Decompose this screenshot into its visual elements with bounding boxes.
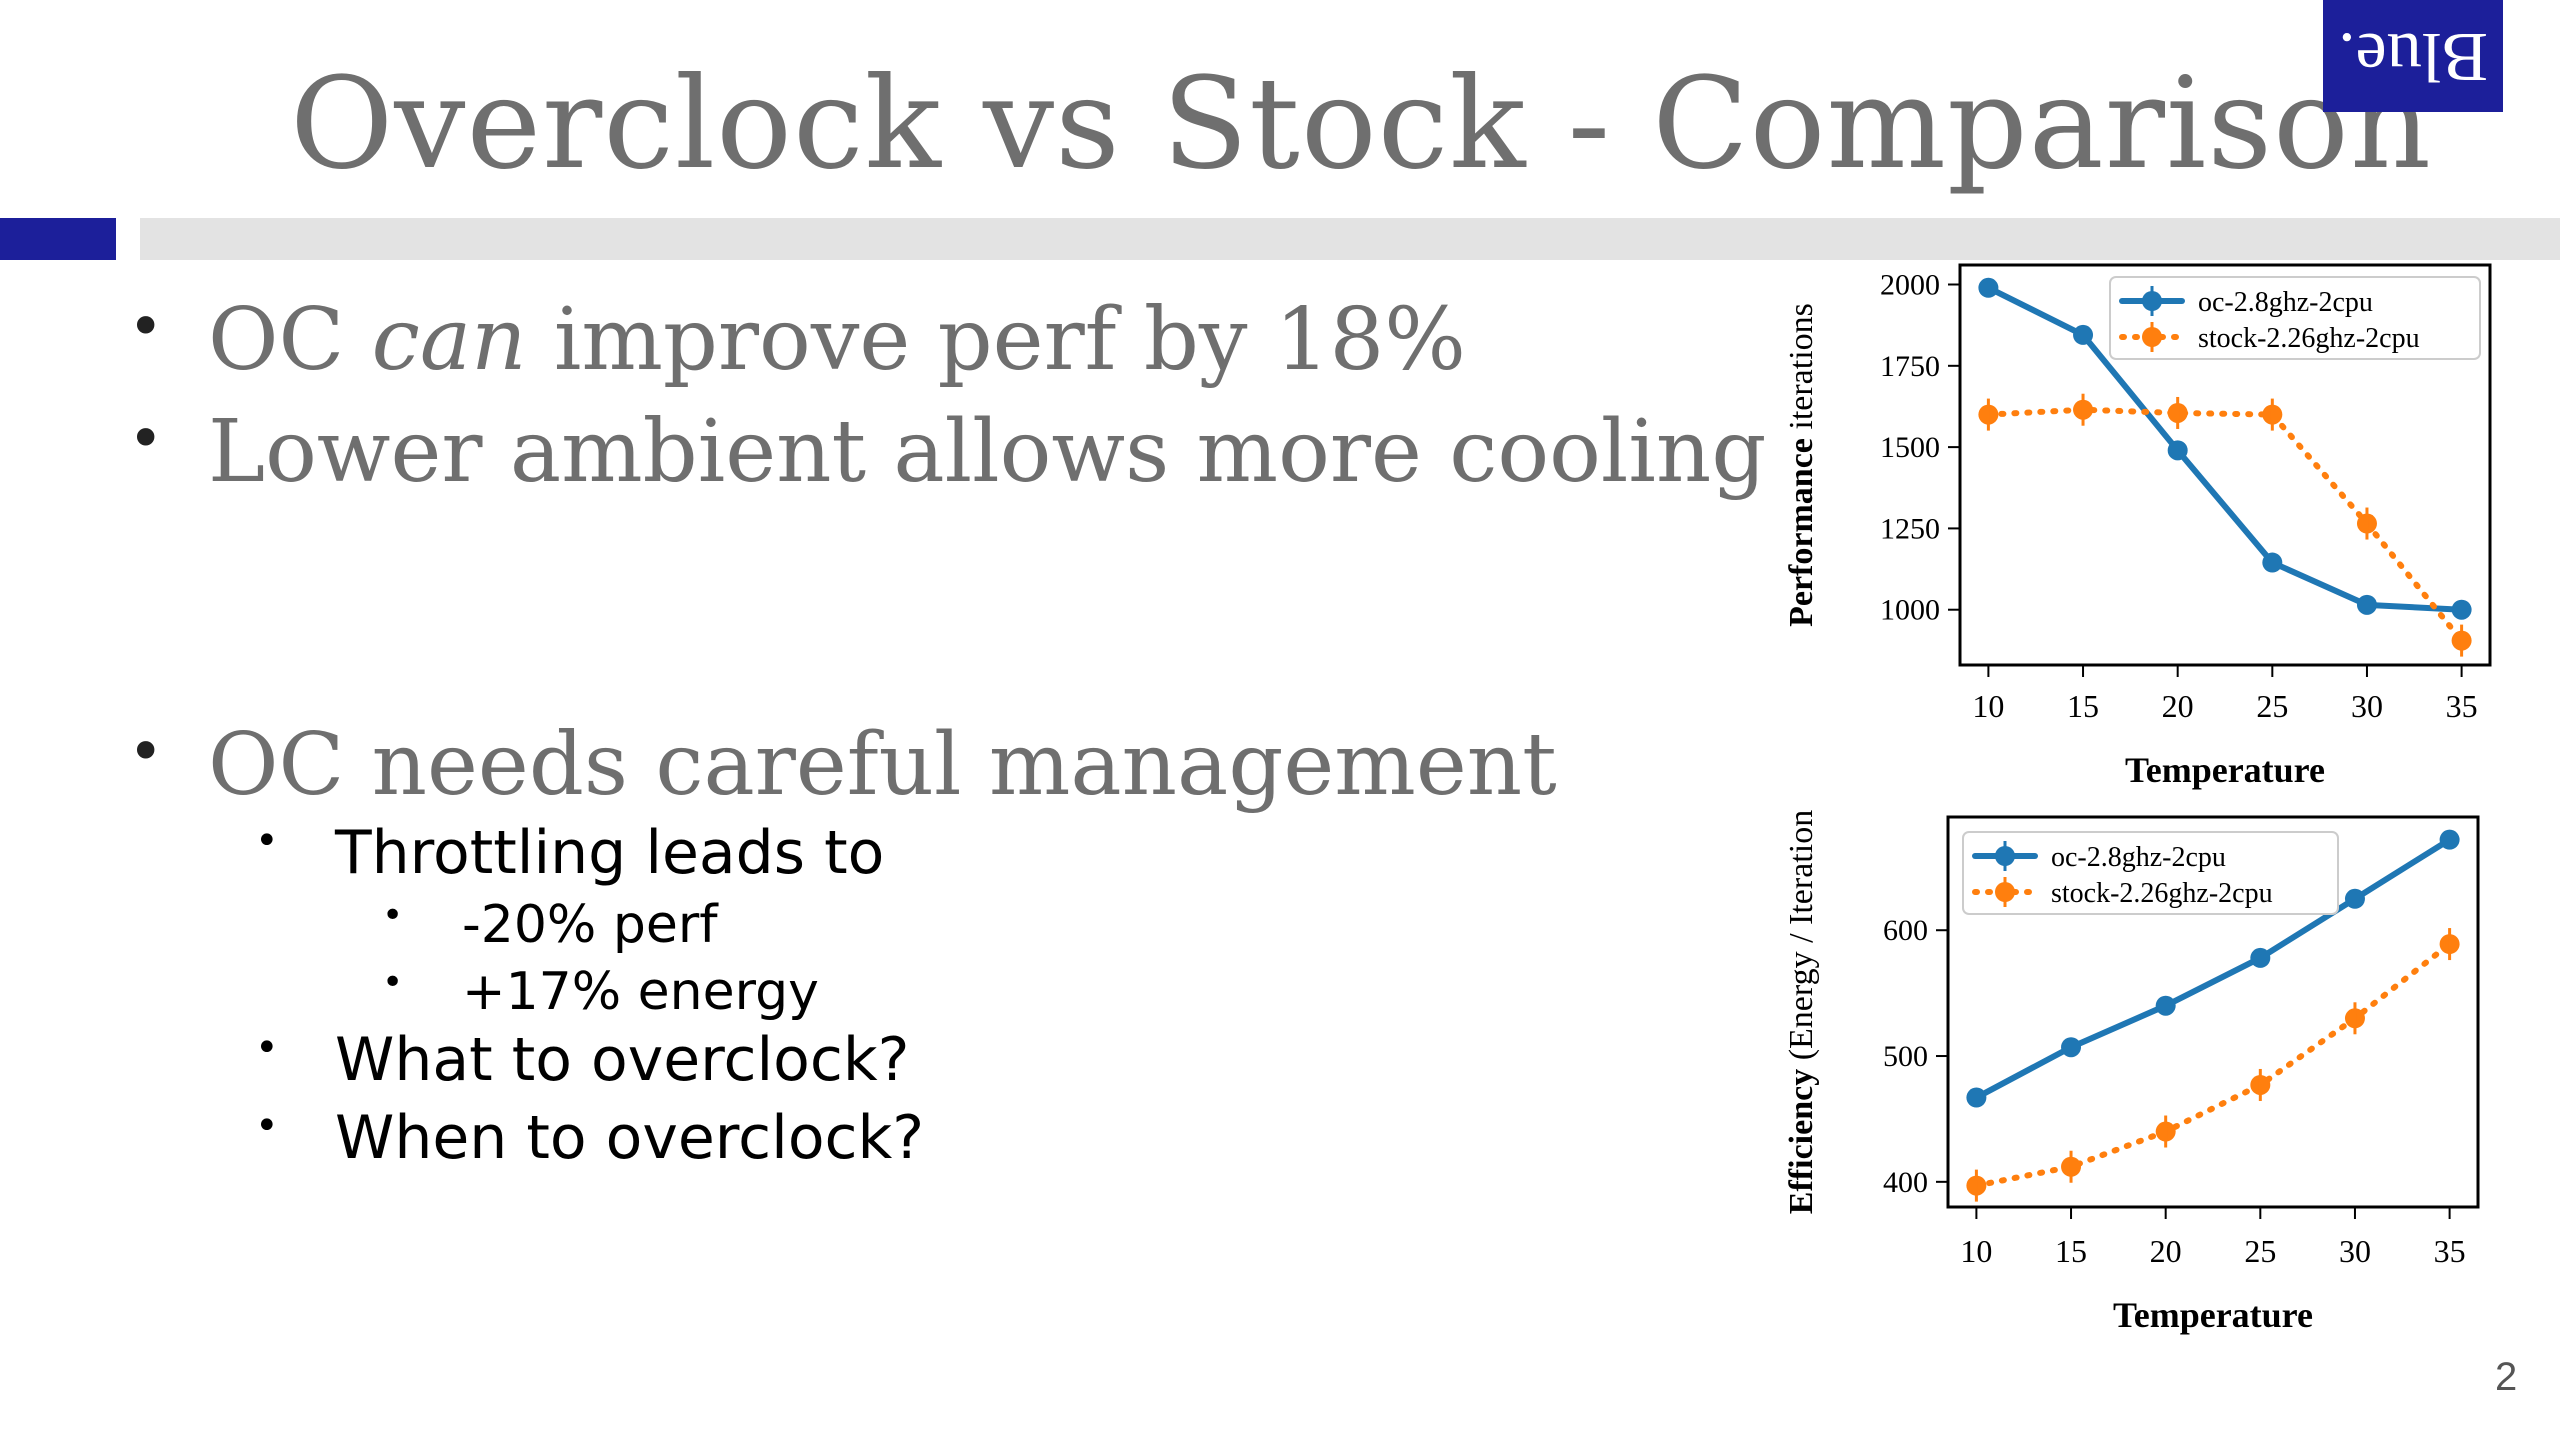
data-point (2155, 995, 2176, 1016)
performance-chart: 10 15 20 25 30 35 1000 1250 1500 1750 2000 Temperat… (1783, 263, 2492, 790)
bullet-throttling: • Throttling leads to (255, 818, 885, 888)
y-tick-label: 500 (1883, 1040, 1928, 1073)
bullet-dot: • (128, 717, 164, 787)
x-tick-label: 25 (2244, 1233, 2276, 1269)
bullet-lower-ambient: • Lower ambient allows more cooling (128, 402, 1767, 502)
efficiency-chart: 10 15 20 25 30 35 400 500 600 Temperature Efficien… (1783, 810, 2480, 1335)
y-tick-label: 1000 (1880, 594, 1940, 627)
data-point (1978, 277, 1999, 298)
bullet-text: Lower ambient allows more cooling (208, 402, 1767, 502)
slide-title: Overclock vs Stock - Comparison (290, 50, 2432, 197)
page-number: 2 (2495, 1355, 2518, 1399)
legend-label: stock-2.26ghz-2cpu (2198, 323, 2420, 354)
bullet-text: +17% energy (462, 962, 819, 1022)
legend-label: stock-2.26ghz-2cpu (2051, 878, 2273, 909)
brand-logo: Blue. (2323, 0, 2503, 112)
x-tick-label: 20 (2150, 1233, 2182, 1269)
y-tick-label: 600 (1883, 914, 1928, 947)
x-tick-label: 15 (2055, 1233, 2087, 1269)
bullet-text: -20% perf (462, 895, 718, 955)
bullet-dot: • (382, 962, 404, 1003)
legend-label: oc-2.8ghz-2cpu (2198, 287, 2373, 318)
bullet-text: When to overclock? (335, 1103, 925, 1173)
bullet-oc-can-improve: • OC can improve perf by 18% (128, 290, 1466, 390)
x-axis-label: Temperature (2113, 1295, 2313, 1335)
bullet-when-to-overclock: • When to overclock? (255, 1103, 925, 1173)
y-axis-label-normal: (Energy / Iteration (1783, 810, 1820, 1069)
legend-box (1962, 831, 2339, 915)
plot-frame (1958, 263, 2492, 667)
y-tick-label: 1500 (1880, 431, 1940, 464)
bullet-text-post: improve perf by 18% (526, 290, 1466, 390)
data-point (2250, 947, 2271, 968)
bullet-text: OC needs careful management (208, 715, 1557, 815)
x-tick-label: 15 (2067, 688, 2099, 724)
brand-logo-text: Blue. (2338, 18, 2488, 95)
data-point (2073, 324, 2094, 345)
bullet-dot: • (255, 818, 279, 864)
data-point (2344, 888, 2365, 909)
series-line (1985, 406, 2465, 644)
bullet-dot: • (255, 1103, 279, 1149)
x-tick-label: 20 (2162, 688, 2194, 724)
y-axis-label-bold: Performance (1783, 438, 1820, 627)
legend-box (2109, 276, 2481, 360)
y-tick-label: 2000 (1880, 269, 1940, 302)
x-tick-label: 30 (2351, 688, 2383, 724)
plot-frame (1946, 815, 2480, 1209)
bullet-dot: • (128, 292, 164, 362)
data-point (1966, 1087, 1987, 1108)
x-tick-label: 10 (1972, 688, 2004, 724)
data-point (2439, 829, 2460, 850)
data-point (2262, 552, 2283, 573)
x-tick-label: 35 (2434, 1233, 2466, 1269)
bullet-perf-drop: • -20% perf (382, 895, 718, 955)
legend-label: oc-2.8ghz-2cpu (2051, 842, 2226, 873)
y-axis-label-bold: Efficiency (1783, 1069, 1820, 1214)
x-tick-label: 10 (1960, 1233, 1992, 1269)
y-tick-label: 1250 (1880, 512, 1940, 545)
bullet-dot: • (255, 1025, 279, 1071)
bullet-dot: • (382, 895, 404, 936)
y-axis-label-normal: iterations (1783, 303, 1820, 438)
y-axis-label: Performance iterations (1783, 303, 1820, 627)
title-rule (140, 218, 2560, 260)
bullet-text: What to overclock? (335, 1025, 910, 1095)
y-axis-label: Efficiency (Energy / Iteration (1783, 810, 1820, 1214)
y-tick-label: 400 (1883, 1166, 1928, 1199)
bullet-careful-management: • OC needs careful management (128, 715, 1557, 815)
x-axis-label: Temperature (2125, 750, 2325, 790)
title-rule-accent (0, 218, 116, 260)
data-point (2167, 440, 2188, 461)
bullet-text-emphasis: can (371, 290, 527, 390)
bullet-what-to-overclock: • What to overclock? (255, 1025, 910, 1095)
data-point (2356, 594, 2377, 615)
series-line (1973, 836, 2453, 1101)
bullet-energy-rise: • +17% energy (382, 962, 819, 1022)
bullet-text-pre: OC (208, 290, 372, 390)
data-point (2061, 1037, 2082, 1058)
bullet-dot: • (128, 404, 164, 474)
x-tick-label: 35 (2446, 688, 2478, 724)
series-line (1973, 941, 2453, 1189)
data-point (2451, 599, 2472, 620)
bullet-text: Throttling leads to (335, 818, 885, 888)
x-tick-label: 30 (2339, 1233, 2371, 1269)
x-tick-label: 25 (2256, 688, 2288, 724)
y-tick-label: 1750 (1880, 350, 1940, 383)
series-line (1985, 284, 2465, 613)
